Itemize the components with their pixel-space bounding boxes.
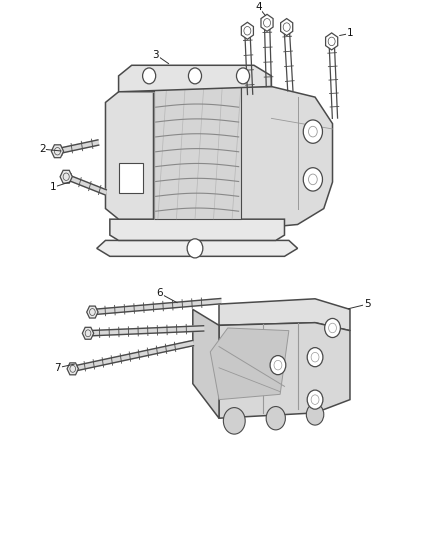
Polygon shape [106,92,153,219]
Polygon shape [153,86,241,219]
Circle shape [187,239,203,258]
Polygon shape [281,19,293,36]
Polygon shape [119,65,272,92]
Circle shape [307,390,323,409]
Polygon shape [241,86,332,230]
Circle shape [270,356,286,375]
Polygon shape [72,341,194,372]
Polygon shape [67,363,78,375]
Text: 6: 6 [157,288,163,298]
Text: 4: 4 [255,2,261,12]
Polygon shape [82,327,94,340]
Polygon shape [219,299,350,330]
Polygon shape [193,309,219,418]
Text: 5: 5 [364,299,371,309]
Text: 3: 3 [152,50,159,60]
Circle shape [307,348,323,367]
Circle shape [188,68,201,84]
Polygon shape [219,322,350,418]
Circle shape [143,68,155,84]
Circle shape [266,407,286,430]
Polygon shape [92,298,221,314]
Circle shape [237,68,250,84]
Circle shape [325,318,340,337]
Text: 7: 7 [54,363,61,373]
Circle shape [303,168,322,191]
Circle shape [306,404,324,425]
Polygon shape [66,174,106,195]
Text: 2: 2 [39,144,46,154]
Polygon shape [210,328,289,400]
Polygon shape [51,145,64,158]
Polygon shape [57,140,99,154]
Polygon shape [110,219,285,240]
Polygon shape [97,240,297,256]
Polygon shape [261,14,273,31]
Polygon shape [325,33,338,50]
Polygon shape [87,306,98,318]
Text: 1: 1 [346,28,353,38]
Circle shape [223,408,245,434]
Polygon shape [60,170,72,183]
Polygon shape [88,326,204,336]
Text: 1: 1 [50,182,57,192]
Circle shape [303,120,322,143]
Polygon shape [241,22,254,39]
Bar [119,164,143,192]
